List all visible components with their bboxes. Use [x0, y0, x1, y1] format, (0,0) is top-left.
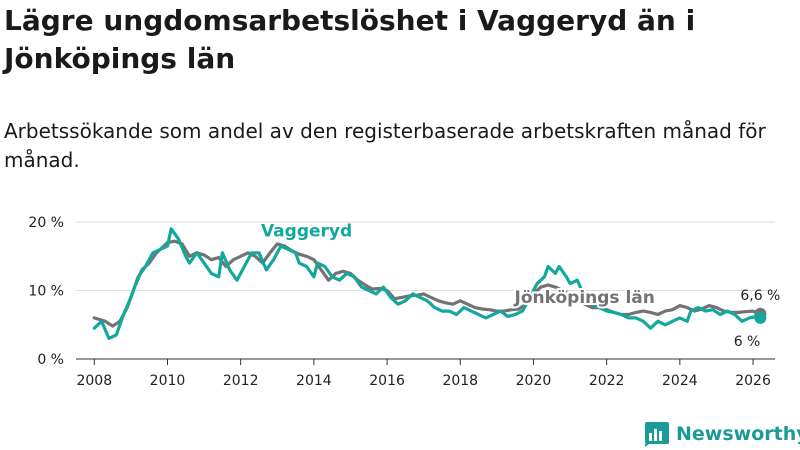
x-tick-label: 2016: [369, 373, 405, 389]
x-tick-label: 2012: [223, 373, 259, 389]
x-tick-label: 2022: [589, 373, 625, 389]
x-tick-label: 2026: [735, 373, 771, 389]
x-tick-label: 2024: [662, 373, 698, 389]
end-marker-vaggeryd: [754, 311, 767, 324]
y-tick-label: 20 %: [28, 215, 64, 231]
x-tick-label: 2014: [296, 373, 332, 389]
x-tick-label: 2010: [150, 373, 186, 389]
x-tick-label: 2018: [442, 373, 478, 389]
end-value-label-vaggeryd: 6 %: [734, 334, 761, 350]
chart-title: Lägre ungdomsarbetslöshet i Vaggeryd än …: [4, 4, 696, 75]
series-group: [92, 227, 767, 340]
newsworthy-brand[interactable]: Newsworthy: [644, 420, 800, 448]
end-value-label-jonkopings-lan: 6,6 %: [740, 288, 780, 304]
series-label-jonkopings-lan: Jönköpings län: [514, 288, 655, 308]
series-label-vaggeryd: Vaggeryd: [261, 221, 352, 241]
x-axis-ticks: 2008 2010 2012 2014 2016 2018 2020 2022 2024 2026: [76, 358, 775, 389]
y-axis-ticks: 0 % 10 % 20 %: [28, 215, 64, 368]
series-labels: Vaggeryd Jönköpings län 6,6 % 6 %: [261, 221, 780, 350]
x-tick-label: 2008: [76, 373, 112, 389]
series-line-vaggeryd: [92, 227, 762, 340]
chart-subtitle: Arbetssökande som andel av den registerb…: [4, 119, 766, 172]
series-line-jonkopings-lan: [92, 239, 762, 328]
newsworthy-logo-icon: [645, 422, 669, 447]
x-tick-label: 2020: [516, 373, 552, 389]
y-tick-label: 10 %: [28, 284, 64, 300]
brand-name: Newsworthy: [676, 423, 800, 445]
y-tick-label: 0 %: [37, 352, 64, 368]
